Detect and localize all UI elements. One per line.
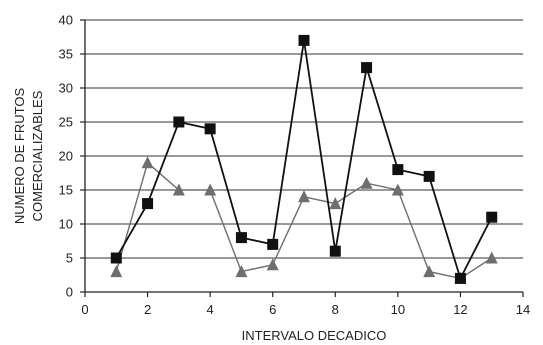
x-tick-label: 2 (144, 302, 151, 317)
y-tick-label: 15 (59, 183, 73, 198)
y-tick-label: 20 (59, 149, 73, 164)
gridlines (85, 19, 523, 259)
data-point-triangle (235, 265, 248, 278)
series-group (110, 34, 498, 284)
data-point-square (110, 252, 122, 264)
data-point-triangle (266, 258, 279, 271)
data-point-square (361, 62, 373, 74)
data-point-square (392, 164, 404, 176)
y-axis-label-line-2: COMERCIALIZABLES (30, 90, 45, 221)
data-point-square (142, 198, 154, 210)
data-point-square (298, 34, 310, 46)
data-point-square (267, 238, 279, 250)
y-tick-label: 0 (66, 285, 73, 300)
data-point-square (486, 211, 498, 223)
y-tick-label: 5 (66, 251, 73, 266)
x-tick-label: 8 (332, 302, 339, 317)
data-point-triangle (360, 176, 373, 189)
series-line-square (115, 40, 493, 281)
series-square (110, 34, 498, 284)
x-tick-labels: 0 2 4 6 8 10 12 14 (81, 302, 530, 317)
y-axis-label-line-1: NUMERO DE FRUTOS (12, 88, 27, 225)
data-point-square (423, 170, 435, 182)
x-tick-label: 14 (516, 302, 530, 317)
data-point-square (454, 272, 466, 284)
data-point-square (235, 232, 247, 244)
data-point-triangle (298, 190, 310, 203)
y-tick-label: 25 (59, 115, 73, 130)
data-point-square (204, 123, 216, 135)
data-point-triangle (204, 183, 217, 196)
data-point-triangle (141, 156, 154, 169)
x-tick-label: 10 (391, 302, 405, 317)
y-tick-label: 40 (59, 13, 73, 28)
data-point-square (173, 116, 185, 128)
axes (80, 19, 524, 297)
x-tick-label: 12 (453, 302, 467, 317)
y-tick-label: 10 (59, 217, 73, 232)
data-point-triangle (172, 183, 185, 196)
x-tick-label: 0 (81, 302, 88, 317)
x-tick-label: 4 (207, 302, 214, 317)
data-point-triangle (391, 183, 404, 196)
data-point-triangle (423, 265, 436, 278)
y-tick-label: 35 (59, 47, 73, 62)
x-axis-label: INTERVALO DECADICO (242, 328, 387, 343)
series-triangle (110, 156, 498, 284)
data-point-triangle (329, 197, 342, 210)
y-tick-label: 30 (59, 81, 73, 96)
series-line-triangle (115, 161, 493, 280)
data-point-triangle (110, 265, 123, 278)
data-point-square (329, 245, 341, 257)
y-tick-labels: 0 5 10 15 20 25 30 35 40 (59, 13, 73, 300)
x-tick-label: 6 (269, 302, 276, 317)
data-point-triangle (485, 251, 498, 264)
